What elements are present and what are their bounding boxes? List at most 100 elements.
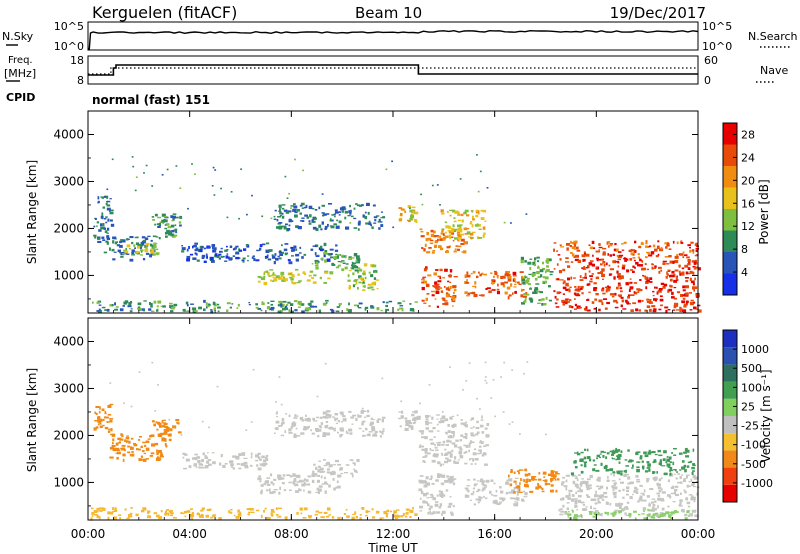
heatmap-cell: [212, 515, 215, 518]
heatmap-cell: [681, 301, 685, 304]
heatmap-cell: [105, 221, 108, 224]
heatmap-cell: [585, 485, 590, 488]
heatmap-cell: [582, 277, 585, 279]
heatmap-cell: [424, 448, 428, 452]
heatmap-cell: [652, 513, 656, 517]
heatmap-cell: [342, 262, 346, 264]
heatmap-cell: [565, 302, 568, 305]
heatmap-cell: [290, 207, 292, 209]
heatmap-cell: [246, 508, 251, 511]
heatmap-cell: [315, 427, 319, 431]
heatmap-cell: [494, 501, 499, 505]
heatmap-cell: [508, 294, 512, 297]
heatmap-cell: [625, 486, 630, 490]
cpid-label: CPID: [6, 91, 35, 104]
heatmap-cell: [441, 454, 444, 456]
heatmap-cell: [110, 223, 115, 227]
heatmap-cell: [482, 452, 487, 456]
heatmap-cell: [467, 292, 471, 295]
heatmap-cell: [184, 453, 188, 456]
heatmap-cell: [641, 300, 644, 302]
heatmap-cell: [127, 451, 131, 454]
heatmap-cell: [529, 288, 532, 290]
heatmap-cell: [609, 468, 614, 471]
heatmap-cell: [278, 425, 283, 427]
heatmap-cell: [626, 269, 630, 273]
heatmap-cell: [494, 499, 498, 503]
heatmap-cell: [648, 468, 651, 472]
heatmap-cell: [482, 209, 487, 213]
heatmap-cell: [628, 512, 632, 517]
heatmap-cell: [368, 271, 371, 274]
heatmap-cell: [689, 292, 692, 294]
heatmap-cell: [539, 269, 544, 273]
heatmap-cell: [683, 303, 688, 306]
heatmap-cell: [316, 479, 320, 483]
heatmap-cell: [340, 412, 344, 416]
heatmap-cell: [592, 498, 597, 501]
search-tick-bottom: 10^0: [702, 40, 732, 53]
heatmap-cell: [116, 447, 120, 451]
heatmap-cell: [586, 494, 589, 497]
heatmap-cell: [423, 484, 428, 488]
heatmap-cell: [459, 439, 462, 442]
heatmap-cell: [444, 235, 449, 238]
heatmap-cell: [483, 480, 486, 483]
heatmap-cell: [316, 416, 319, 419]
heatmap-cell: [568, 489, 573, 493]
heatmap-cell: [443, 454, 448, 456]
heatmap-cell: [293, 477, 297, 481]
heatmap-cell: [511, 369, 514, 371]
heatmap-cell: [272, 491, 276, 494]
heatmap-cell: [245, 429, 248, 431]
heatmap-cell: [149, 435, 152, 438]
heatmap-cell: [343, 513, 346, 515]
heatmap-cell: [175, 216, 179, 219]
heatmap-cell: [455, 245, 459, 247]
heatmap-cell: [449, 459, 452, 462]
heatmap-cell: [613, 486, 618, 490]
heatmap-cell: [155, 248, 159, 251]
heatmap-cell: [626, 507, 629, 510]
heatmap-cell: [280, 403, 283, 406]
heatmap-cell: [563, 485, 567, 488]
heatmap-cell: [478, 212, 480, 215]
heatmap-cell: [680, 481, 683, 484]
heatmap-cell: [598, 299, 603, 303]
heatmap-cell: [628, 303, 631, 305]
heatmap-cell: [428, 305, 431, 307]
heatmap-cell: [96, 310, 99, 312]
heatmap-cell: [444, 479, 449, 483]
heatmap-cell: [109, 456, 114, 459]
heatmap-cell: [283, 226, 287, 230]
heatmap-cell: [436, 184, 439, 186]
heatmap-cell: [590, 278, 593, 280]
heatmap-cell: [150, 239, 153, 242]
heatmap-cell: [308, 302, 312, 306]
heatmap-cell: [442, 233, 445, 236]
heatmap-cell: [243, 461, 248, 465]
heatmap-cell: [565, 261, 570, 263]
heatmap-cell: [682, 294, 685, 297]
heatmap-cell: [375, 510, 380, 514]
heatmap-cell: [141, 450, 145, 453]
heatmap-cell: [355, 281, 358, 285]
heatmap-cell: [646, 467, 651, 469]
heatmap-cell: [686, 501, 691, 505]
heatmap-cell: [307, 515, 312, 518]
heatmap-cell: [659, 512, 664, 515]
heatmap-cell: [612, 492, 617, 496]
heatmap-cell: [110, 209, 114, 212]
heatmap-cell: [382, 428, 385, 430]
y-tick-label: 2000: [53, 428, 84, 442]
heatmap-cell: [603, 491, 608, 495]
heatmap-cell: [279, 208, 281, 212]
heatmap-cell: [613, 299, 618, 303]
heatmap-cell: [667, 459, 670, 462]
heatmap-cell: [217, 310, 220, 312]
heatmap-cell: [182, 456, 185, 459]
heatmap-cell: [429, 493, 433, 496]
power-colorbar-label: Power [dB]: [757, 179, 771, 244]
